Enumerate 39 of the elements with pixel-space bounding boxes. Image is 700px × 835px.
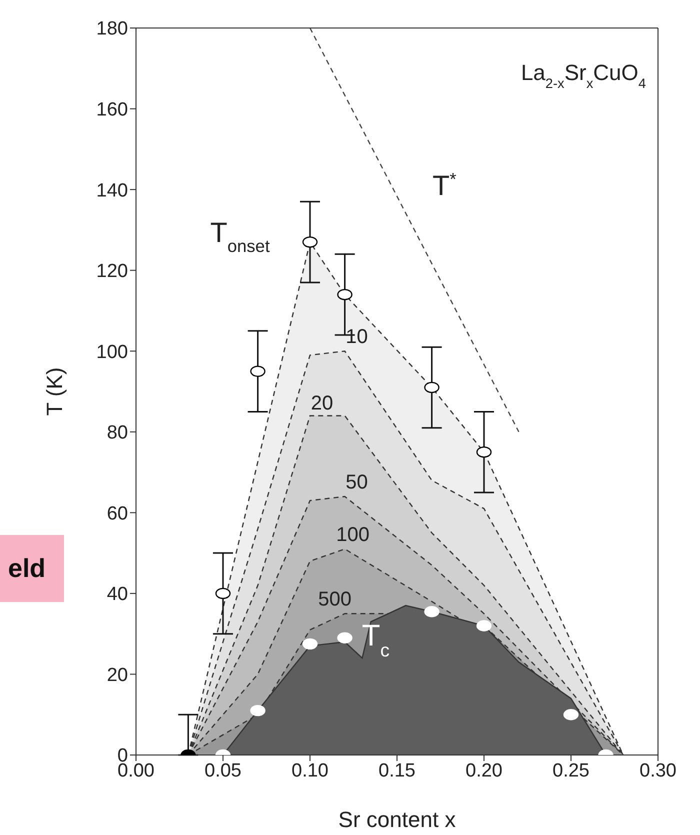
point <box>476 620 492 632</box>
y-tick-label: 180 <box>96 18 128 40</box>
series-label: T$^{*}$ <box>432 168 457 201</box>
point <box>476 446 492 458</box>
series-label: 10 <box>346 326 368 348</box>
series-label: 20 <box>310 392 334 415</box>
point <box>250 366 266 377</box>
y-tick-label: 40 <box>106 584 128 606</box>
y-tick-label: 160 <box>96 100 128 121</box>
y-tick-label: 140 <box>96 180 128 202</box>
point <box>337 288 352 300</box>
y-axis-title: T (K) <box>42 367 67 416</box>
series-label: 50 <box>346 472 368 494</box>
point <box>563 709 579 720</box>
series-label: 500 <box>318 588 352 611</box>
x-tick-label: 0.10 <box>292 760 328 782</box>
series-label: T$_{c}$ <box>362 620 390 660</box>
point <box>215 588 231 600</box>
x-tick-label: 0.05 <box>204 760 242 782</box>
y-tick-label: 100 <box>96 342 128 363</box>
x-tick-label: 0.30 <box>640 760 676 782</box>
text: eld <box>0 535 64 602</box>
point <box>337 632 352 644</box>
series-label: T$_{onset}$ <box>210 217 270 256</box>
y-tick-label: 120 <box>96 261 128 282</box>
point <box>302 638 318 650</box>
x-axis-title: Sr content x <box>338 807 456 832</box>
x-tick-label: 0.15 <box>378 760 416 782</box>
y-tick-label: 20 <box>106 664 128 686</box>
x-tick-label: 0.20 <box>466 760 502 782</box>
x-tick-label: 0.25 <box>552 760 590 782</box>
y-tick-label: 80 <box>106 422 128 444</box>
series-label: 100 <box>336 524 370 546</box>
point <box>424 606 440 618</box>
text: La$_{2-x}$Sr$_{x}$CuO$_{4}$ <box>520 60 646 90</box>
point <box>250 704 266 716</box>
point <box>424 382 440 394</box>
y-tick-label: 60 <box>106 503 128 524</box>
point <box>302 236 318 248</box>
